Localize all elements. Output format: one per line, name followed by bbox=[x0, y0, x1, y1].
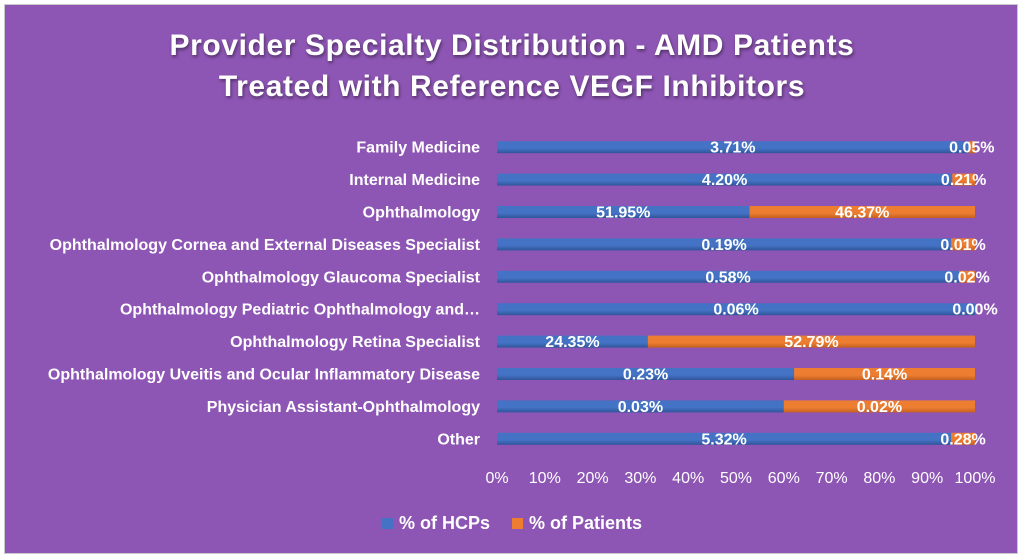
bar-hcps bbox=[497, 173, 953, 186]
legend-item-hcps: % of HCPs bbox=[381, 513, 490, 534]
data-label-patients: 0.21% bbox=[941, 172, 986, 189]
bar-patients bbox=[952, 173, 975, 186]
x-tick-label: 10% bbox=[529, 470, 561, 487]
category-label: Ophthalmology Cornea and External Diseas… bbox=[50, 237, 481, 254]
bar-patients bbox=[749, 206, 975, 218]
data-label-patients: 46.37% bbox=[835, 205, 889, 222]
data-label-hcps: 0.03% bbox=[618, 399, 663, 416]
data-label-hcps: 3.71% bbox=[710, 140, 755, 157]
bar-hcps bbox=[497, 270, 960, 283]
x-tick-label: 100% bbox=[955, 470, 996, 487]
legend-swatch-hcps bbox=[381, 518, 393, 529]
category-label: Ophthalmology Pediatric Ophthalmology an… bbox=[120, 302, 480, 319]
bar-patients bbox=[794, 368, 975, 380]
data-label-patients: 0.14% bbox=[862, 367, 907, 384]
data-label-hcps: 0.19% bbox=[701, 237, 746, 254]
category-label: Internal Medicine bbox=[349, 172, 480, 189]
legend-item-patients: % of Patients bbox=[511, 513, 643, 534]
x-tick-label: 40% bbox=[672, 470, 704, 487]
x-tick-label: 80% bbox=[863, 470, 895, 487]
chart-title: Provider Specialty Distribution - AMD Pa… bbox=[5, 25, 1017, 107]
category-label: Ophthalmology bbox=[363, 205, 480, 222]
bar-hcps bbox=[497, 141, 969, 154]
data-label-hcps: 51.95% bbox=[596, 205, 650, 222]
x-tick-label: 90% bbox=[911, 470, 943, 487]
category-label: Ophthalmology Retina Specialist bbox=[230, 334, 480, 351]
bar-hcps bbox=[497, 432, 952, 445]
data-label-hcps: 24.35% bbox=[545, 334, 599, 351]
bar-hcps bbox=[497, 303, 975, 316]
bar-hcps bbox=[497, 400, 784, 413]
data-label-patients: 0.02% bbox=[857, 399, 902, 416]
legend-label-patients: % of Patients bbox=[528, 513, 643, 533]
category-label: Ophthalmology Glaucoma Specialist bbox=[202, 269, 481, 286]
category-label: Other bbox=[437, 431, 480, 448]
bar-hcps bbox=[497, 206, 750, 218]
bar-hcps bbox=[497, 238, 952, 251]
data-label-patients: 0.02% bbox=[944, 269, 989, 286]
data-label-hcps: 0.23% bbox=[623, 367, 668, 384]
x-tick-label: 20% bbox=[577, 470, 609, 487]
legend-swatch-patients bbox=[511, 518, 523, 529]
x-tick-label: 0% bbox=[485, 470, 508, 487]
data-label-patients: 52.79% bbox=[784, 334, 838, 351]
bar-patients bbox=[968, 141, 975, 154]
bar-patients bbox=[951, 238, 975, 251]
bar-patients bbox=[951, 432, 975, 445]
x-tick-label: 60% bbox=[768, 470, 800, 487]
data-label-hcps: 4.20% bbox=[702, 172, 747, 189]
chart-frame: Family Medicine 3.71% 0.05% Internal Medici… bbox=[4, 4, 1018, 554]
data-label-hcps: 0.58% bbox=[705, 269, 750, 286]
data-label-patients: 0.28% bbox=[940, 431, 985, 448]
bar-hcps bbox=[497, 368, 795, 380]
chart-legend: % of HCPs % of Patients bbox=[5, 513, 1017, 534]
bar-patients bbox=[959, 270, 975, 283]
chart-title-line-1: Provider Specialty Distribution - AMD Pa… bbox=[169, 29, 855, 62]
bar-patients bbox=[647, 335, 975, 348]
data-label-patients: 0.05% bbox=[949, 140, 994, 157]
x-tick-label: 30% bbox=[624, 470, 656, 487]
x-tick-label: 50% bbox=[720, 470, 752, 487]
x-tick-label: 70% bbox=[816, 470, 848, 487]
category-label: Physician Assistant-Ophthalmology bbox=[207, 399, 480, 416]
data-label-patients: 0.01% bbox=[940, 237, 985, 254]
legend-label-hcps: % of HCPs bbox=[398, 513, 490, 533]
category-label: Family Medicine bbox=[356, 140, 480, 157]
bar-patients bbox=[783, 400, 975, 413]
bar-chart: Family Medicine 3.71% 0.05% Internal Medici… bbox=[5, 5, 1017, 553]
data-label-hcps: 0.06% bbox=[713, 302, 758, 319]
category-label: Ophthalmology Uveitis and Ocular Inflamm… bbox=[48, 367, 480, 384]
data-label-hcps: 5.32% bbox=[701, 431, 746, 448]
data-label-patients: 0.00% bbox=[952, 302, 997, 319]
bar-hcps bbox=[497, 335, 648, 348]
chart-title-line-2: Treated with Reference VEGF Inhibitors bbox=[218, 70, 806, 103]
